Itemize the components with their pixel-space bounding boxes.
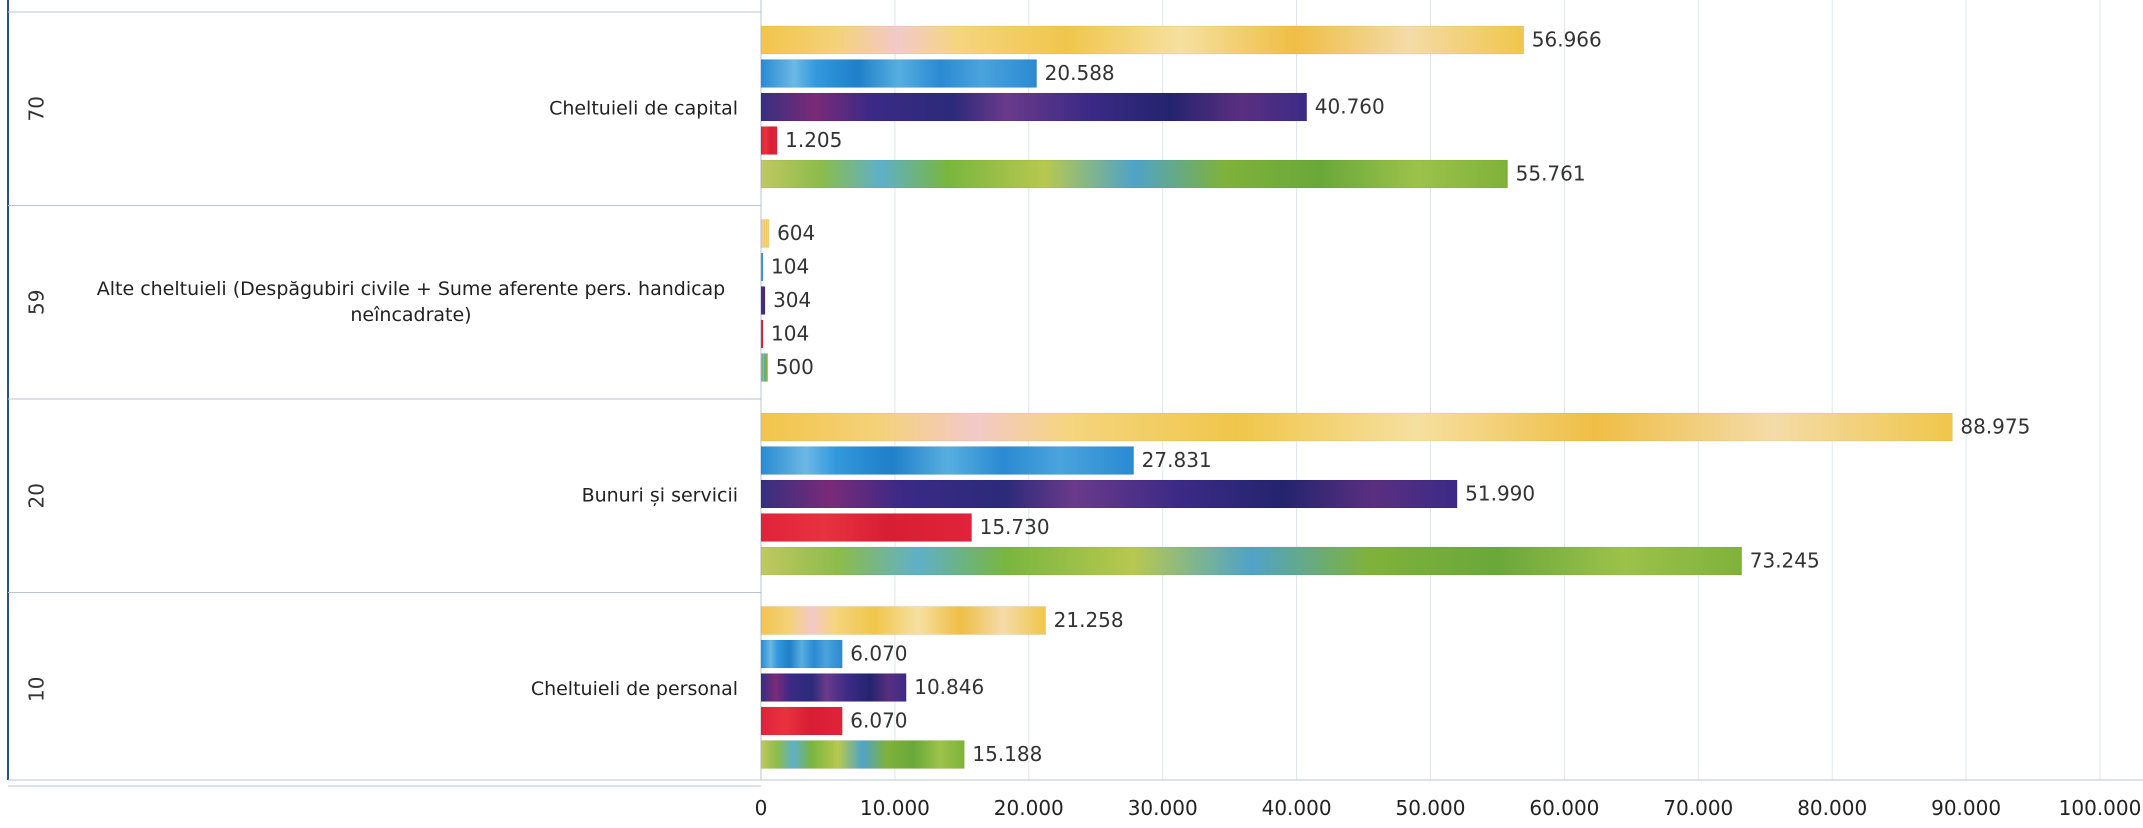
data-label: 15.730 — [980, 515, 1050, 539]
bar — [760, 159, 1508, 189]
category-code: 70 — [25, 96, 49, 121]
category-label: neîncadrate) — [350, 304, 471, 326]
bar — [760, 673, 907, 702]
x-tick-label: 90.000 — [1931, 796, 2001, 820]
x-tick-label: 20.000 — [994, 796, 1064, 820]
x-tick-label: 100.000 — [2059, 796, 2142, 820]
bar — [760, 252, 764, 282]
x-tick-label: 80.000 — [1797, 796, 1867, 820]
data-label: 51.990 — [1465, 482, 1535, 506]
data-label: 20.588 — [1045, 61, 1115, 85]
data-label: 21.258 — [1054, 608, 1124, 632]
data-label: 6.070 — [850, 709, 907, 733]
bar — [760, 446, 1134, 475]
x-tick-label: 50.000 — [1396, 796, 1466, 820]
x-tick-label: 70.000 — [1663, 796, 1733, 820]
bar — [760, 606, 1046, 635]
data-label: 104 — [771, 322, 809, 346]
data-label: 304 — [773, 288, 811, 312]
data-label: 604 — [777, 221, 815, 245]
data-label: 88.975 — [1960, 415, 2030, 439]
data-label: 56.966 — [1532, 28, 1602, 52]
bar — [760, 25, 1525, 55]
bar — [760, 740, 965, 769]
category-label: Cheltuieli de personal — [531, 678, 738, 700]
data-label: 27.831 — [1142, 448, 1212, 472]
bar — [760, 319, 764, 349]
category-code: 59 — [25, 290, 49, 315]
data-label: 73.245 — [1750, 549, 1820, 573]
category-label: Bunuri și servicii — [582, 484, 738, 506]
bar — [760, 706, 843, 736]
bar — [760, 353, 768, 382]
bar — [760, 513, 972, 542]
category-label: Alte cheltuieli (Despăgubiri civile + Su… — [97, 278, 726, 300]
data-label: 500 — [776, 355, 814, 379]
bar — [760, 219, 770, 248]
bar — [760, 479, 1458, 509]
x-tick-label: 10.000 — [860, 796, 930, 820]
bar — [760, 92, 1308, 122]
x-tick-label: 0 — [755, 796, 768, 820]
data-label: 55.761 — [1516, 162, 1586, 186]
x-tick-label: 60.000 — [1529, 796, 1599, 820]
data-label: 6.070 — [850, 642, 907, 666]
bar — [760, 412, 1953, 442]
bar — [760, 639, 843, 669]
x-tick-label: 40.000 — [1262, 796, 1332, 820]
bar — [760, 59, 1037, 88]
x-tick-label: 30.000 — [1128, 796, 1198, 820]
data-label: 15.188 — [972, 742, 1042, 766]
data-label: 40.760 — [1315, 95, 1385, 119]
category-code: 20 — [25, 483, 49, 508]
data-label: 1.205 — [785, 128, 842, 152]
category-label: Cheltuieli de capital — [549, 97, 738, 119]
data-label: 10.846 — [914, 675, 984, 699]
data-label: 104 — [771, 255, 809, 279]
bar — [760, 546, 1743, 576]
bar — [760, 286, 766, 315]
category-code: 10 — [25, 677, 49, 702]
bar — [760, 126, 778, 155]
